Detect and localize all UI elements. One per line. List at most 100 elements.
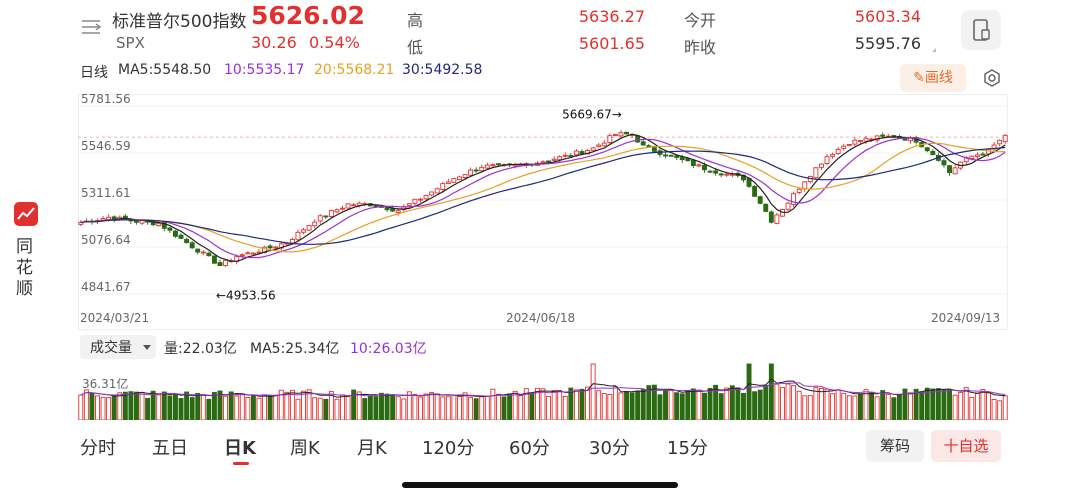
y-tick-label-1: 5781.56 bbox=[81, 94, 131, 106]
candle-down bbox=[195, 248, 201, 253]
volume-ma10-line bbox=[80, 382, 1006, 397]
menu-icon[interactable] bbox=[80, 18, 102, 36]
draw-line-button[interactable]: ✎画线 bbox=[900, 64, 966, 92]
candle-down bbox=[267, 245, 273, 249]
ma10-label: 10:5535.17 bbox=[224, 62, 305, 78]
volume-bar bbox=[384, 393, 390, 420]
candle-up bbox=[418, 198, 423, 201]
current-price: 5626.02 bbox=[251, 1, 365, 30]
volume-bar bbox=[585, 386, 591, 420]
volume-bar bbox=[685, 390, 691, 420]
volume-bar bbox=[974, 393, 980, 420]
volume-bar bbox=[128, 391, 134, 420]
volume-chart[interactable]: 36.31亿 bbox=[78, 360, 1008, 420]
volume-bar bbox=[278, 389, 284, 420]
volume-bar bbox=[768, 363, 774, 420]
price-change-percent: 0.54% bbox=[309, 33, 360, 52]
candle-up bbox=[596, 144, 602, 148]
candle-up bbox=[590, 147, 596, 151]
low-label: 低 bbox=[407, 38, 424, 57]
volume-bar bbox=[211, 392, 217, 420]
ma5-label: MA5:5548.50 bbox=[118, 62, 212, 78]
volume-bar bbox=[534, 387, 540, 420]
candle-down bbox=[579, 151, 585, 155]
tab-daily-k[interactable]: 日K bbox=[224, 438, 256, 459]
volume-bar bbox=[367, 395, 373, 420]
volume-bar bbox=[134, 391, 139, 420]
kline-chart[interactable]: 5781.56 5546.59 5311.61 5076.64 4841.67 5669… bbox=[78, 94, 1008, 330]
candle-up bbox=[468, 169, 474, 176]
volume-bar bbox=[189, 397, 195, 420]
volume-bar bbox=[824, 388, 830, 420]
volume-bar bbox=[273, 394, 279, 420]
volume-bar bbox=[835, 389, 841, 420]
tab-weekly-k[interactable]: 周K bbox=[290, 438, 320, 459]
volume-bar bbox=[340, 394, 345, 420]
volume-bar bbox=[791, 385, 797, 420]
volume-bar bbox=[362, 398, 368, 420]
volume-bar bbox=[200, 394, 206, 420]
tab-120min[interactable]: 120分 bbox=[422, 438, 475, 459]
tab-monthly-k[interactable]: 月K bbox=[357, 438, 387, 459]
candle-up bbox=[351, 204, 357, 207]
volume-bar bbox=[117, 392, 123, 420]
candle-up bbox=[312, 221, 318, 227]
x-tick-1: 2024/03/21 bbox=[80, 311, 150, 325]
volume-tick: 36.31亿 bbox=[82, 376, 128, 391]
volume-bar bbox=[919, 391, 925, 420]
volume-bar bbox=[885, 394, 891, 420]
volume-bar bbox=[690, 388, 696, 420]
candle-up bbox=[824, 156, 830, 164]
volume-bar bbox=[612, 386, 618, 420]
candle-up bbox=[412, 198, 418, 204]
candle-down bbox=[495, 163, 501, 166]
add-watchlist-button[interactable]: 十自选 bbox=[931, 430, 1001, 462]
candle-up bbox=[974, 154, 980, 157]
volume-bar bbox=[958, 391, 964, 420]
candle-up bbox=[601, 142, 607, 147]
chips-button[interactable]: 筹码 bbox=[866, 430, 924, 462]
collapse-icon[interactable] bbox=[932, 44, 936, 52]
volume-bar bbox=[89, 392, 95, 420]
tab-30min[interactable]: 30分 bbox=[589, 438, 630, 459]
tab-15min[interactable]: 15分 bbox=[667, 438, 708, 459]
volume-bar bbox=[991, 398, 997, 420]
brand-char-2: 花 bbox=[16, 258, 33, 278]
volume-bar bbox=[150, 390, 156, 420]
tab-60min[interactable]: 60分 bbox=[509, 438, 550, 459]
volume-bar bbox=[713, 384, 719, 420]
candle-up bbox=[340, 207, 345, 210]
volume-bar bbox=[902, 388, 908, 420]
candle-up bbox=[139, 220, 145, 224]
volume-bar bbox=[590, 363, 596, 420]
volume-bar bbox=[223, 395, 229, 420]
high-label: 高 bbox=[407, 11, 424, 30]
tab-five-day[interactable]: 五日 bbox=[152, 438, 188, 459]
volume-bar bbox=[729, 385, 735, 420]
volume-bar bbox=[139, 392, 145, 420]
volume-bar bbox=[573, 389, 579, 420]
candle-up bbox=[328, 210, 334, 218]
volume-bar bbox=[312, 397, 318, 420]
candle-down bbox=[668, 154, 674, 157]
candle-up bbox=[484, 164, 490, 169]
volume-bar bbox=[679, 393, 685, 420]
volume-bar bbox=[741, 392, 746, 420]
price-change: 30.26 bbox=[251, 33, 297, 52]
candle-up bbox=[317, 215, 323, 222]
phone-button[interactable] bbox=[961, 10, 1001, 50]
candle-up bbox=[239, 254, 245, 257]
volume-bar bbox=[256, 397, 262, 420]
volume-bar bbox=[668, 389, 674, 420]
settings-icon[interactable] bbox=[982, 68, 1002, 88]
volume-bar bbox=[546, 396, 552, 420]
candle-down bbox=[546, 160, 552, 163]
candle-up bbox=[462, 174, 468, 178]
tab-intraday[interactable]: 分时 bbox=[80, 438, 116, 459]
volume-bar bbox=[935, 388, 941, 420]
candle-up bbox=[273, 246, 279, 249]
volume-bar bbox=[702, 392, 707, 420]
active-tab-indicator bbox=[233, 462, 249, 465]
volume-bar bbox=[262, 394, 268, 420]
volume-bar bbox=[551, 389, 557, 420]
